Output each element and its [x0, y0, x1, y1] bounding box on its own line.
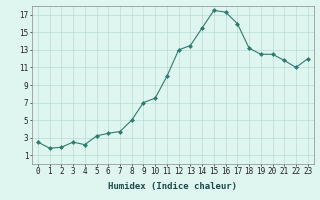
X-axis label: Humidex (Indice chaleur): Humidex (Indice chaleur) [108, 182, 237, 191]
